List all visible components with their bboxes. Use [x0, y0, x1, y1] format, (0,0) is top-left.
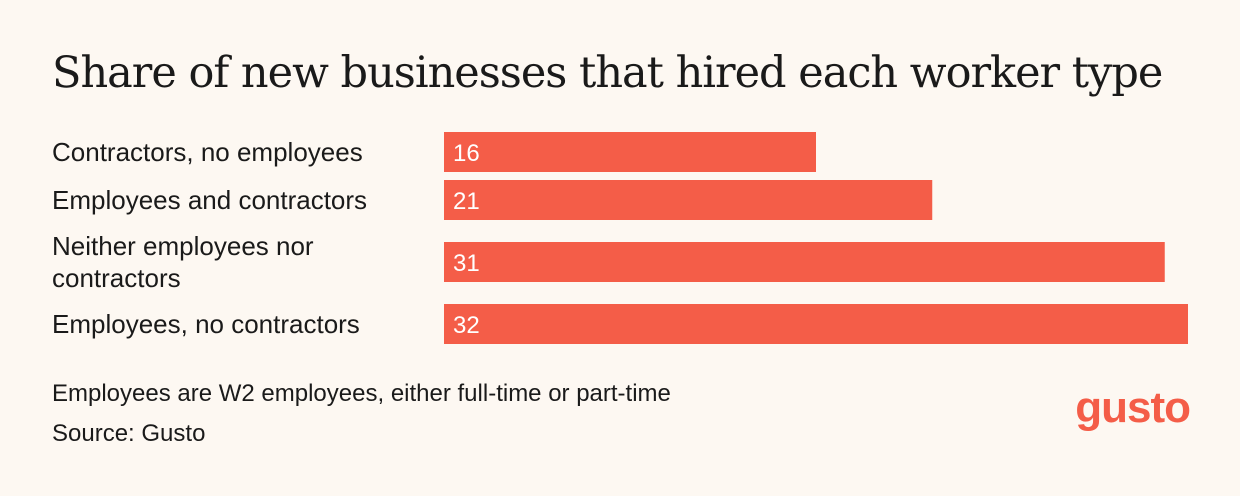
category-label-4: Employees, no contractors [52, 309, 360, 339]
bar-2 [444, 180, 933, 220]
gusto-logo: gusto [1075, 383, 1191, 432]
chart-title: Share of new businesses that hired each … [52, 48, 1163, 98]
bar-value-2: 21 [453, 188, 480, 215]
bar-value-1: 16 [453, 140, 480, 167]
bar-3 [444, 242, 1165, 282]
bar-1 [444, 132, 816, 172]
footnote-note: Employees are W2 employees, either full-… [52, 380, 671, 407]
category-label-1: Contractors, no employees [52, 137, 363, 167]
bar-4 [444, 304, 1188, 344]
bar-value-3: 31 [453, 250, 480, 277]
category-label-3-line-2: contractors [52, 263, 181, 293]
category-label-3-line-1: Neither employees nor [52, 231, 314, 261]
bar-value-4: 32 [453, 312, 480, 339]
category-label-2: Employees and contractors [52, 185, 367, 215]
footnote-source: Source: Gusto [52, 420, 206, 447]
